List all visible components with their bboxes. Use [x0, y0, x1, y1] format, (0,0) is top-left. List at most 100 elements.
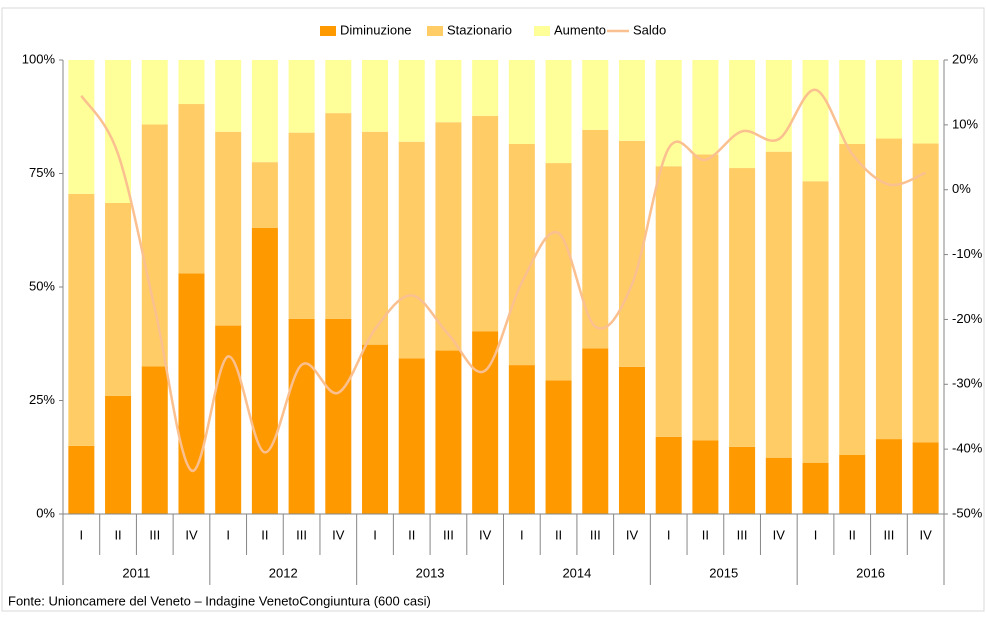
y-tick-label: 25% [29, 392, 55, 407]
bar-segment [655, 166, 682, 437]
x-tick-label: I [80, 527, 84, 542]
bar-segment [545, 380, 572, 514]
x-tick-label: III [884, 527, 895, 542]
year-label: 2012 [269, 565, 298, 580]
bar-segment [839, 60, 866, 144]
bar-segment [912, 143, 939, 443]
bar-segment [435, 60, 462, 123]
bar-segment [325, 60, 352, 114]
bar-segment [912, 442, 939, 514]
bar-segment [875, 138, 902, 440]
bar-segment [472, 331, 499, 514]
bar-segment [251, 227, 278, 515]
x-tick-label: II [261, 527, 268, 542]
bar-segment [692, 60, 719, 155]
bar-segment [765, 151, 792, 458]
saldo-line [80, 88, 927, 472]
bar-segment [655, 436, 682, 514]
y2-tick-label: 20% [952, 51, 978, 66]
bar-segment [508, 365, 535, 514]
bar-segment [839, 143, 866, 455]
source-note: Fonte: Unioncamere del Veneto – Indagine… [8, 593, 431, 608]
bar-segment [215, 325, 242, 514]
bar-segment [875, 439, 902, 514]
bar-segment [68, 193, 95, 446]
y2-tick-label: -40% [952, 441, 983, 456]
legend-swatch [534, 26, 550, 36]
bar-segment [765, 60, 792, 152]
bar-segment [582, 129, 609, 349]
bar-segment [398, 60, 425, 142]
legend-swatch [320, 26, 336, 36]
bar-segment [912, 60, 939, 144]
bar-segment [545, 163, 572, 381]
x-tick-label: II [702, 527, 709, 542]
x-tick-label: II [555, 527, 562, 542]
bar-segment [325, 318, 352, 514]
bar-segment [729, 60, 756, 169]
bar-segment [325, 113, 352, 319]
bar-segment [141, 60, 168, 125]
bar-segment [251, 60, 278, 163]
x-tick-label: III [296, 527, 307, 542]
year-label: 2014 [562, 565, 591, 580]
bar-segment [802, 60, 829, 182]
legend-label: Aumento [554, 22, 606, 37]
bar-segment [251, 162, 278, 228]
x-tick-label: IV [185, 527, 198, 542]
bar-segment [215, 131, 242, 326]
x-tick-label: III [443, 527, 454, 542]
legend-label: Diminuzione [340, 22, 412, 37]
y2-tick-label: 10% [952, 116, 978, 131]
bar-segment [362, 131, 389, 345]
bar-segment [618, 366, 645, 514]
bar-segment [729, 446, 756, 514]
bar-segment [582, 60, 609, 130]
bar-segment [68, 60, 95, 194]
y-tick-label: 75% [29, 165, 55, 180]
x-tick-label: IV [479, 527, 492, 542]
bar-segment [729, 168, 756, 447]
chart-border [1, 7, 985, 612]
bar-segment [508, 60, 535, 144]
bar-segment [839, 454, 866, 514]
bar-segment [362, 60, 389, 132]
bar-segment [141, 124, 168, 367]
x-tick-label: I [814, 527, 818, 542]
x-tick-label: I [226, 527, 230, 542]
bar-segment [288, 318, 315, 514]
x-tick-label: I [520, 527, 524, 542]
bar-segment [178, 273, 205, 514]
bar-segment [288, 60, 315, 133]
bar-segment [178, 60, 205, 105]
y2-tick-label: -30% [952, 376, 983, 391]
bar-segment [435, 122, 462, 351]
bar-segment [692, 440, 719, 514]
y-tick-label: 0% [36, 505, 55, 520]
y-tick-label: 50% [29, 278, 55, 293]
bar-segment [288, 132, 315, 319]
bar-segment [692, 154, 719, 441]
y2-tick-label: -50% [952, 505, 983, 520]
bar-segment [765, 457, 792, 514]
legend-label: Saldo [633, 22, 666, 37]
bar-segment [472, 115, 499, 332]
bar-segment [398, 141, 425, 359]
bar-segment [802, 181, 829, 463]
year-label: 2011 [122, 565, 150, 580]
y2-tick-label: -20% [952, 311, 983, 326]
bar-segment [545, 60, 572, 164]
bar-segment [875, 60, 902, 139]
bar-segment [215, 60, 242, 132]
x-tick-label: IV [773, 527, 786, 542]
year-label: 2015 [709, 565, 738, 580]
x-tick-label: II [114, 527, 121, 542]
x-tick-label: II [849, 527, 856, 542]
x-tick-label: III [737, 527, 748, 542]
bar-segment [472, 60, 499, 116]
bar-segment [582, 348, 609, 514]
bar-segment [508, 143, 535, 366]
bar-segment [141, 366, 168, 514]
x-tick-label: III [149, 527, 160, 542]
